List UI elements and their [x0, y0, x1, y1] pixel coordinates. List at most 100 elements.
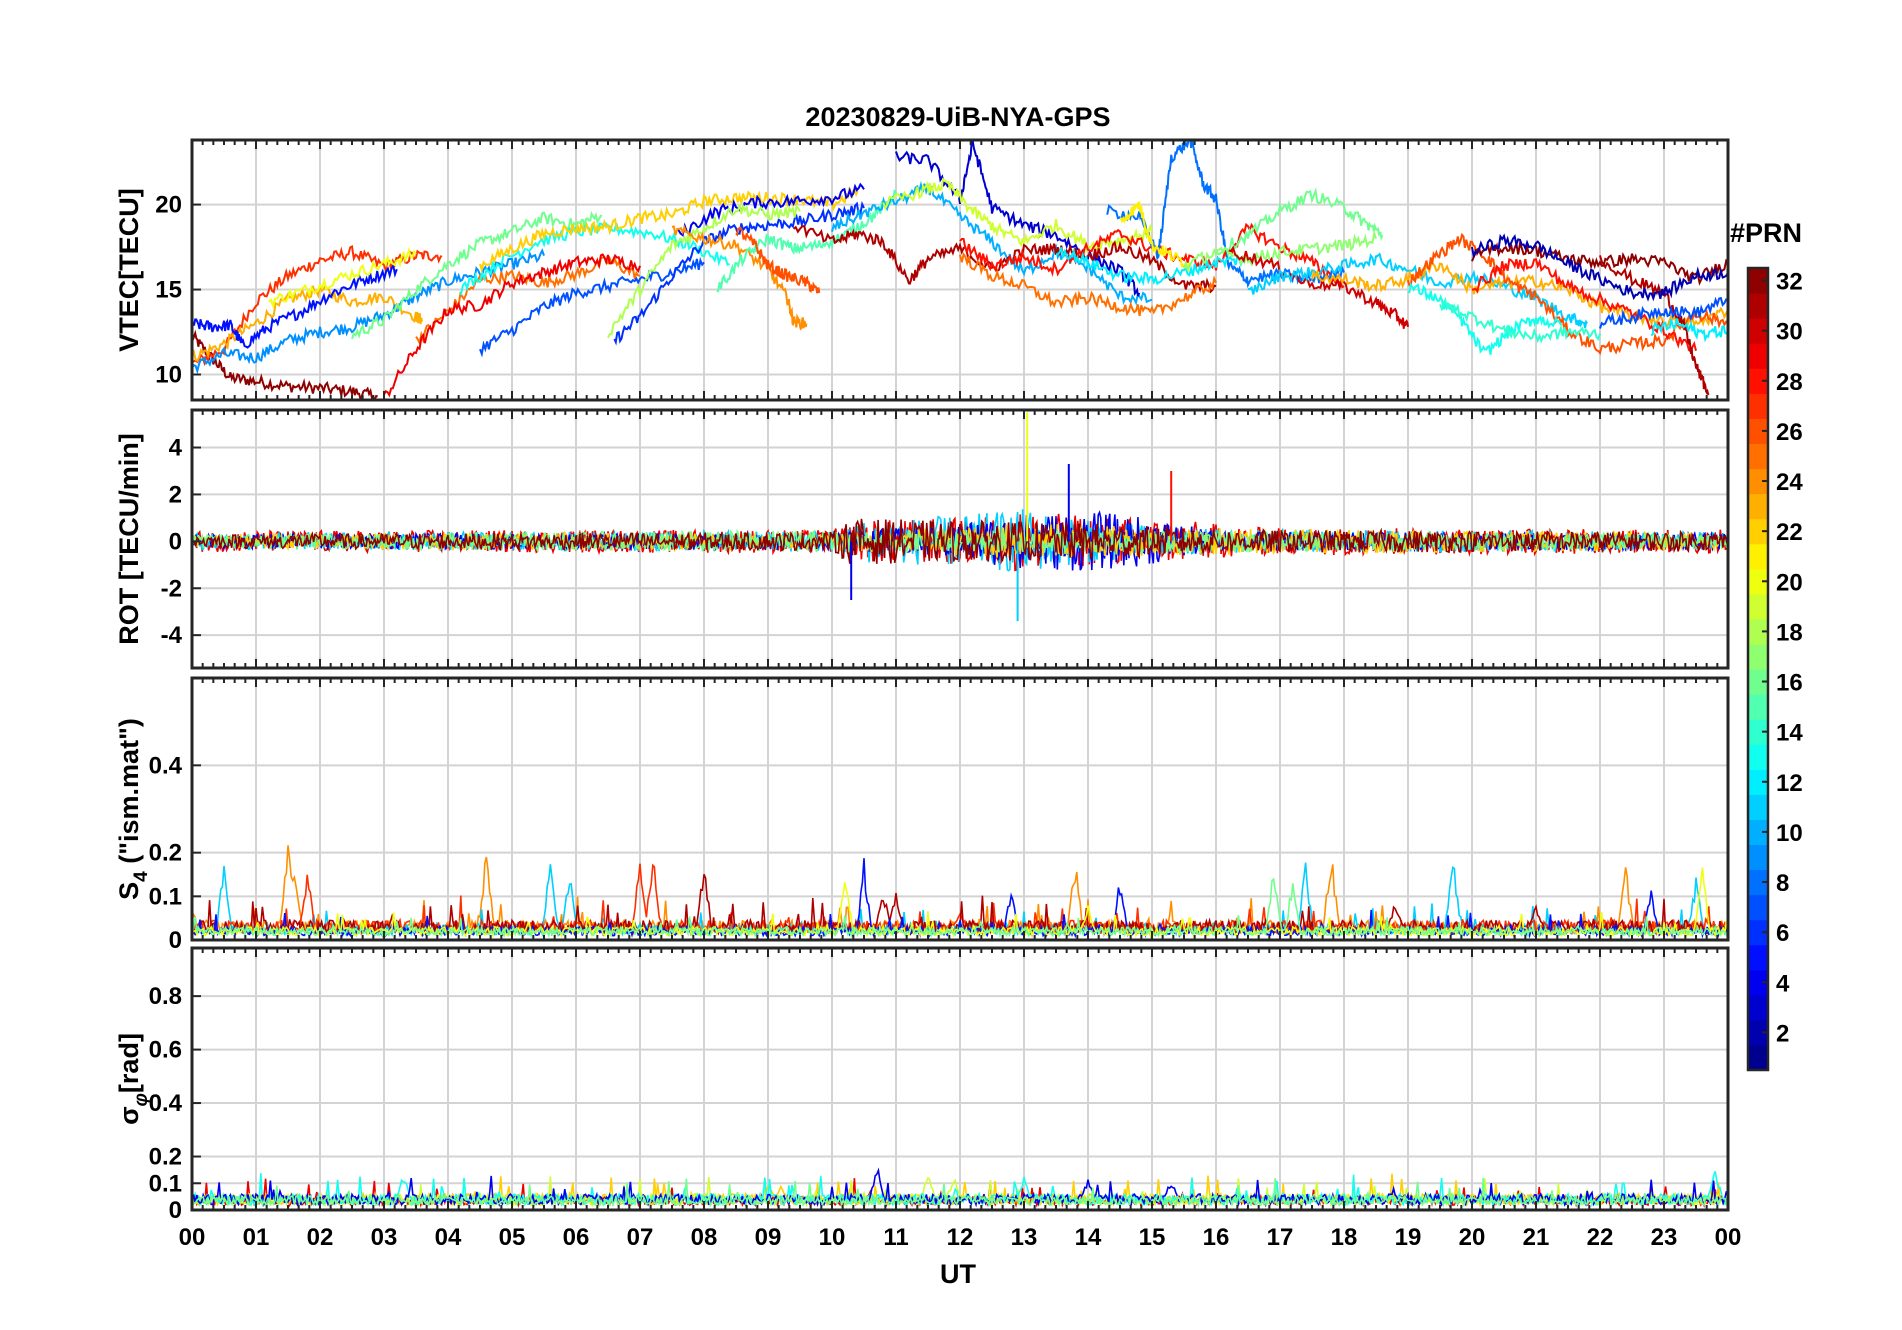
y-tick-label-s4: 0.4: [149, 752, 183, 779]
x-tick-label: 19: [1395, 1224, 1422, 1251]
panel-vtec: 10 15 20 VTEC[TECU]: [114, 138, 1730, 402]
colorbar-swatch: [1748, 318, 1768, 344]
colorbar-swatch: [1748, 844, 1768, 871]
colorbar-tick-label: 14: [1776, 720, 1803, 747]
y-tick-label-s4: 0.2: [149, 840, 182, 867]
x-tick-label: 11: [883, 1224, 908, 1251]
ylabel-main: σ: [114, 1106, 144, 1124]
colorbar-tick-label: 6: [1776, 920, 1789, 947]
colorbar-swatch: [1748, 618, 1768, 645]
x-tick-label: 10: [819, 1224, 846, 1251]
ylabel-sub: 4: [131, 871, 152, 882]
vtec-line-prn-26: [735, 226, 821, 294]
ticks-sigma_phi: [191, 948, 1729, 1211]
y-axis-label-vtec: VTEC[TECU]: [114, 188, 144, 352]
colorbar-swatch: [1748, 1019, 1768, 1046]
vtec-line-prn-30: [1228, 245, 1409, 329]
y-tick-label-rot: 0: [169, 528, 182, 555]
vtec-line-prn-14: [1439, 296, 1601, 344]
vtec-line-prn-12: [1055, 247, 1249, 287]
series-vtec: [192, 140, 1728, 400]
y-tick-label-sigma_phi: 0.2: [149, 1144, 182, 1171]
colorbar-swatch: [1748, 944, 1768, 971]
panel-rot: -4 -2 0 2 4 ROT [TECU/min]: [114, 408, 1730, 670]
vtec-line-prn-31: [1599, 255, 1710, 396]
colorbar-swatch: [1748, 919, 1768, 946]
colorbar-tick-label: 24: [1776, 469, 1803, 496]
s4-line-prn-5: [192, 858, 1728, 939]
y-tick-label-vtec: 15: [155, 277, 182, 304]
colorbar-swatch: [1748, 969, 1768, 996]
colorbar-tick-label: 18: [1776, 619, 1803, 646]
ylabel-rest: [rad]: [114, 1033, 144, 1093]
y-tick-label-rot: -4: [161, 622, 183, 649]
colorbar-swatch: [1748, 894, 1768, 921]
ylabel-main: S: [114, 882, 144, 900]
y-tick-label-sigma_phi: 0: [169, 1197, 182, 1224]
y-tick-label-rot: -2: [161, 575, 182, 602]
vtec-line-prn-21: [1119, 201, 1192, 273]
x-tick-label: 00: [179, 1224, 206, 1251]
x-tick-label: 04: [435, 1224, 462, 1251]
rot-line-prn-32: [192, 518, 1728, 564]
x-tick-label: 17: [1267, 1224, 1294, 1251]
x-tick-label: 12: [947, 1224, 974, 1251]
x-tick-label: 16: [1203, 1224, 1230, 1251]
x-tick-label: 05: [499, 1224, 526, 1251]
panel-s4: 00.10.20.4S4 ("ism.mat"): [114, 676, 1730, 954]
colorbar-swatch: [1748, 543, 1768, 570]
y-tick-label-sigma_phi: 0.1: [149, 1170, 182, 1197]
vtec-line-prn-2: [1471, 233, 1728, 302]
ylabel-rest: ("ism.mat"): [114, 718, 144, 871]
colorbar-swatch: [1748, 418, 1768, 445]
colorbar-swatch: [1748, 769, 1768, 795]
ylabel-sub: φ: [131, 1093, 152, 1106]
vtec-line-prn-17: [1183, 229, 1377, 272]
y-tick-label-rot: 2: [169, 481, 182, 508]
vtec-line-prn-13: [1407, 282, 1563, 355]
colorbar-tick-label: 22: [1776, 519, 1803, 546]
y-axis-label-sigma_phi: σφ[rad]: [114, 1033, 152, 1125]
y-tick-label-s4: 0: [169, 927, 182, 954]
y-tick-label-vtec: 20: [155, 192, 182, 219]
ticks-vtec: [191, 140, 1729, 400]
colorbar-swatch: [1748, 994, 1768, 1021]
colorbar-swatch: [1748, 443, 1768, 470]
colorbar-tick-label: 16: [1776, 670, 1803, 697]
x-tick-label: 00: [1715, 1224, 1742, 1251]
colorbar-swatch: [1748, 593, 1768, 620]
y-tick-label-rot: 4: [169, 435, 183, 462]
colorbar-label: #PRN: [1730, 218, 1802, 248]
colorbar-tick-label: 4: [1776, 970, 1790, 997]
x-tick-label: 23: [1651, 1224, 1678, 1251]
y-axis-label-s4: S4 ("ism.mat"): [114, 718, 152, 900]
colorbar-tick-label: 10: [1776, 820, 1803, 847]
x-tick-label: 13: [1011, 1224, 1038, 1251]
vtec-line-prn-7: [479, 256, 705, 358]
x-axis: 00 01 02 03 04 05 06 07 08 09 10 11 12 13 14 15 16 17 18 19…: [179, 1224, 1742, 1251]
x-tick-label: 20: [1459, 1224, 1486, 1251]
colorbar-swatch: [1748, 468, 1768, 495]
x-tick-label: 06: [563, 1224, 590, 1251]
x-tick-label: 09: [755, 1224, 782, 1251]
y-tick-label-sigma_phi: 0.4: [149, 1090, 183, 1117]
colorbar-swatch: [1748, 869, 1768, 896]
x-tick-label: 07: [627, 1224, 654, 1251]
vtec-line-prn-15: [716, 189, 897, 293]
vtec-line-prn-5: [192, 262, 398, 349]
x-tick-label: 22: [1587, 1224, 1614, 1251]
series-rot: [192, 412, 1728, 622]
vtec-line-prn-7: [1599, 296, 1728, 329]
vtec-line-prn-31: [792, 224, 1217, 294]
colorbar-tick-label: 2: [1776, 1020, 1789, 1047]
colorbar-swatch: [1748, 669, 1768, 695]
x-tick-label: 01: [243, 1224, 270, 1251]
x-tick-label: 08: [691, 1224, 718, 1251]
x-axis-label: UT: [940, 1259, 976, 1289]
vtec-line-prn-6: [613, 200, 865, 346]
colorbar-swatch: [1748, 744, 1768, 770]
colorbar-tick-label: 8: [1776, 870, 1789, 897]
